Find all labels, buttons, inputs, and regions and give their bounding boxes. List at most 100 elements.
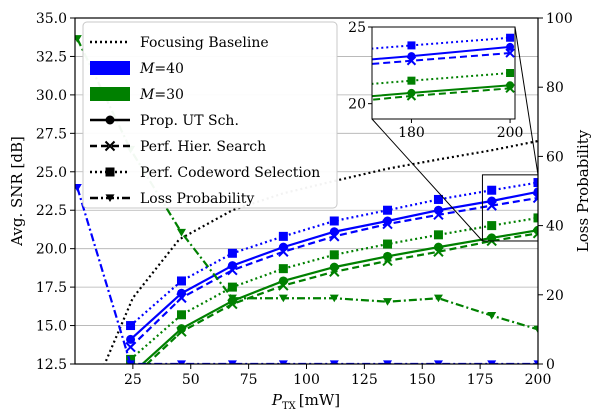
x-axis-label-symbol: P <box>271 391 283 409</box>
point-M40-loss <box>533 360 538 364</box>
inset-y-tick-label: 25 <box>348 20 366 36</box>
axes: 12.5 15.0 17.5 20.0 22.5 25.0 27.5 30.0 32.5 35.0… <box>36 11 573 388</box>
y2-tick-label: 40 <box>546 219 564 235</box>
x-axis-label-subscript: TX <box>282 401 297 412</box>
x-axis-label: PTX [mW] <box>271 391 340 412</box>
zoom-connector-lines <box>371 26 539 242</box>
point-M30-loss <box>227 294 237 303</box>
x-tick-label: 25 <box>124 372 142 388</box>
legend-marker <box>105 167 115 177</box>
y2-tick-label: 60 <box>546 149 564 165</box>
point-M40-loss <box>126 360 136 364</box>
point-M40-prop <box>329 227 339 237</box>
point-M40-hier <box>486 200 497 211</box>
legend-frame <box>82 21 338 209</box>
inset-series-M30-code <box>372 69 515 85</box>
point-M40-loss <box>487 360 497 364</box>
point-M40-code <box>126 321 136 331</box>
point-M40-hier <box>125 341 136 353</box>
inset-series-layer <box>372 33 515 101</box>
inset-series-M40-code <box>372 33 515 50</box>
y2-tick-label: 100 <box>546 11 573 27</box>
point-M40-prop <box>176 288 186 298</box>
point-M40-prop <box>383 216 393 226</box>
point-M30-loss <box>278 294 288 303</box>
point-M30-loss <box>487 311 497 320</box>
inset-series-M40-hier <box>372 48 515 66</box>
point-M40-code <box>487 185 497 195</box>
point-M30-code <box>278 264 288 274</box>
y2-tick-label: 0 <box>546 357 555 373</box>
inset-x-tick-label: 200 <box>497 125 524 141</box>
y-tick-label: 35.0 <box>36 11 67 27</box>
inset-point-M40-code <box>506 33 515 42</box>
point-M40-loss <box>278 360 288 364</box>
inset-point-M40-hier <box>505 48 515 58</box>
inset-series-M30-hier <box>372 83 515 101</box>
y-tick-label: 15.0 <box>36 319 67 335</box>
inset-axes: 180 200 20 25 <box>348 20 523 141</box>
legend-entry: Loss Probability <box>90 191 254 207</box>
inset-line-M30-prop <box>372 84 511 98</box>
point-M30-prop <box>278 276 288 286</box>
point-M40-hier <box>227 264 238 276</box>
point-M40-hier <box>433 209 444 221</box>
x-tick-label: 125 <box>351 372 378 388</box>
point-M30-hier <box>532 228 538 239</box>
legend-entry: Perf. Codeword Selection <box>90 165 320 181</box>
x-axis-label-unit: [mW] <box>299 391 340 409</box>
series-M40-loss <box>75 183 538 364</box>
legend-label: Prop. UT Sch. <box>140 113 239 129</box>
inset-point-M40-prop <box>506 42 515 51</box>
point-M40-loss <box>75 183 82 192</box>
point-M40-hier <box>278 246 289 257</box>
point-M40-code <box>533 178 538 188</box>
legend-marker <box>105 115 115 125</box>
legend-label: M=40 <box>139 61 184 77</box>
point-M40-loss <box>433 360 443 364</box>
point-M30-code <box>433 230 443 240</box>
series-M40-code <box>126 178 538 331</box>
point-M30-hier <box>433 246 444 257</box>
point-M40-code <box>278 231 288 241</box>
point-M30-hier <box>227 298 238 310</box>
point-M30-loss <box>533 325 538 334</box>
inset-line-M40-prop <box>372 45 511 61</box>
point-M40-hier <box>532 192 538 204</box>
legend-entry: M=40 <box>90 61 184 77</box>
point-M40-code <box>433 194 443 204</box>
legend-label: Perf. Codeword Selection <box>140 165 320 181</box>
zoom-connector <box>371 118 483 242</box>
x-tick-label: 50 <box>182 372 200 388</box>
zoom-inset: 180 200 20 25 <box>348 20 523 141</box>
y-tick-label: 22.5 <box>36 203 67 219</box>
y-tick-label: 17.5 <box>36 280 67 296</box>
point-M40-code <box>329 216 339 226</box>
inset-x-tick-label: 180 <box>398 125 425 141</box>
series-M30-code <box>126 213 538 364</box>
series-M40-hier <box>125 192 538 353</box>
point-M30-code <box>329 250 339 260</box>
point-M40-loss <box>383 360 393 364</box>
point-M40-hier <box>382 218 393 230</box>
point-M30-code <box>487 221 497 231</box>
y-tick-label: 12.5 <box>36 357 67 373</box>
legend-label: M=30 <box>139 87 184 103</box>
point-M30-code <box>126 354 136 364</box>
inset-point-M30-hier <box>406 91 417 101</box>
zoom-connector <box>514 26 539 175</box>
legend: Focusing Baseline M=40 M=30 Prop. UT Sch. Pe… <box>82 21 338 209</box>
inset-point-M30-code <box>506 69 515 77</box>
legend-entry: M=30 <box>90 87 184 103</box>
point-M30-code <box>383 239 393 249</box>
inset-y-tick-label: 20 <box>348 97 366 113</box>
point-M40-loss <box>176 360 186 364</box>
point-M30-loss <box>176 228 186 237</box>
point-M30-hier <box>329 266 340 277</box>
y-tick-label: 30.0 <box>36 88 67 104</box>
x-tick-label: 200 <box>525 372 552 388</box>
point-M30-loss <box>75 35 82 43</box>
zoom-source-box <box>481 174 539 242</box>
x-tick-label: 175 <box>467 372 494 388</box>
